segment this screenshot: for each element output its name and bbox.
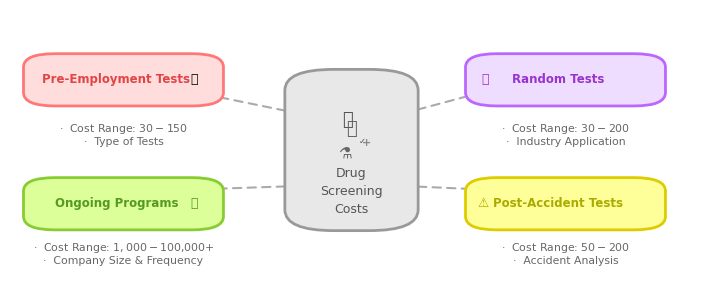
Text: ⚠: ⚠ (477, 197, 489, 210)
Text: ·  Cost Range: $30-$200: · Cost Range: $30-$200 (501, 122, 630, 136)
Text: Drug
Screening
Costs: Drug Screening Costs (320, 167, 383, 216)
Text: +: + (362, 137, 372, 148)
Text: Random Tests: Random Tests (512, 73, 605, 86)
Text: 🖥: 🖥 (346, 120, 357, 138)
Text: 👪: 👪 (190, 73, 198, 86)
Text: ·  Industry Application: · Industry Application (505, 136, 625, 147)
Text: 🖥: 🖥 (190, 197, 198, 210)
FancyBboxPatch shape (465, 54, 666, 106)
Text: ·  Type of Tests: · Type of Tests (84, 136, 163, 147)
FancyBboxPatch shape (465, 178, 666, 230)
Text: ·  Company Size & Frequency: · Company Size & Frequency (44, 256, 203, 266)
Text: 🖥: 🖥 (342, 111, 354, 129)
Text: ✓: ✓ (359, 136, 366, 146)
FancyBboxPatch shape (23, 54, 224, 106)
FancyBboxPatch shape (23, 178, 224, 230)
Text: 📞: 📞 (481, 73, 489, 86)
FancyBboxPatch shape (285, 69, 418, 231)
Text: Ongoing Programs: Ongoing Programs (55, 197, 178, 210)
Text: ·  Accident Analysis: · Accident Analysis (512, 256, 619, 266)
Text: ·  Cost Range: $30-$150: · Cost Range: $30-$150 (59, 122, 188, 136)
Text: Pre-Employment Tests: Pre-Employment Tests (42, 73, 191, 86)
Text: ·  Cost Range: $50-$200: · Cost Range: $50-$200 (501, 241, 630, 255)
Text: Post-Accident Tests: Post-Accident Tests (494, 197, 624, 210)
Text: ·  Cost Range: $1,000-$100,000+: · Cost Range: $1,000-$100,000+ (33, 241, 214, 255)
Text: ⚗: ⚗ (337, 146, 352, 160)
